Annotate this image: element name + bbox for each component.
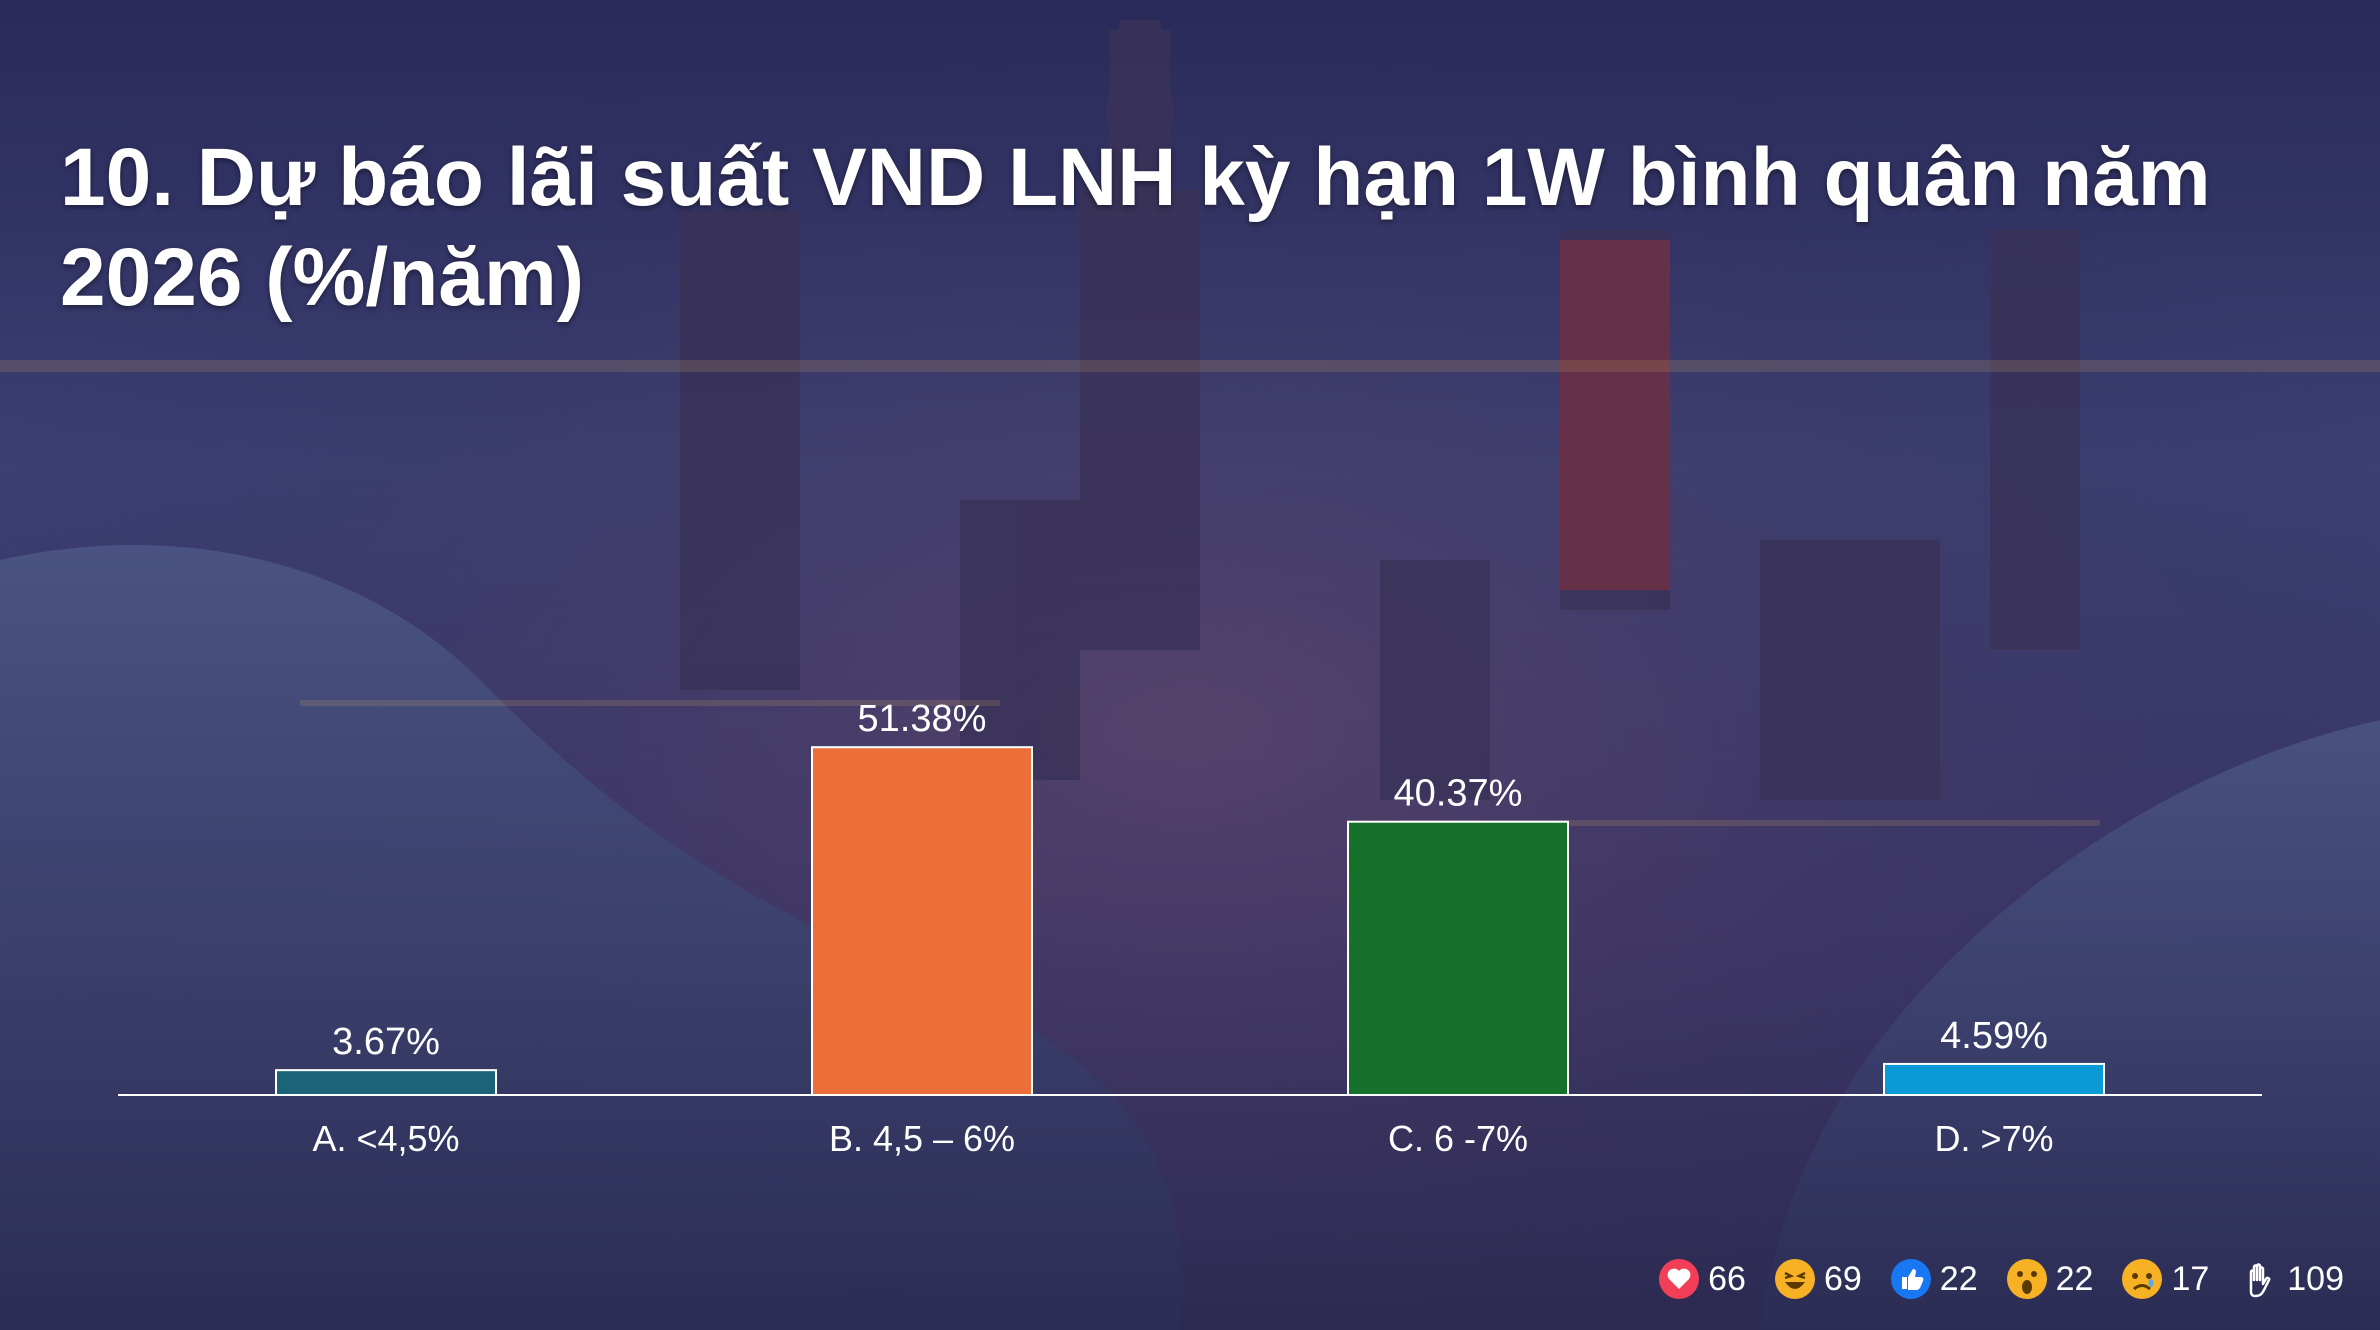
bar-4 <box>1883 1062 2105 1096</box>
reaction-laugh[interactable]: 69 <box>1774 1258 1862 1300</box>
bar-2 <box>811 746 1033 1096</box>
reaction-count: 22 <box>1939 1259 1978 1298</box>
reaction-count: 66 <box>1708 1259 1746 1298</box>
raised-hand-icon <box>2250 1263 2271 1298</box>
laugh-icon <box>1774 1259 1815 1299</box>
reaction-raised-hand[interactable]: 109 <box>2237 1258 2344 1300</box>
reaction-heart[interactable]: 66 <box>1658 1258 1746 1300</box>
category-label-4: D. >7% <box>1934 1118 2053 1159</box>
thumbs-up-icon <box>1890 1259 1931 1299</box>
category-label-3: C. 6 -7% <box>1388 1118 1528 1159</box>
wow-icon <box>2006 1259 2047 1299</box>
reaction-thumbs-up[interactable]: 22 <box>1890 1258 1978 1300</box>
data-label-4: 4.59% <box>1940 1015 2048 1057</box>
reaction-bar: 66 69 22 22 17 109 <box>1630 1258 2344 1300</box>
data-label-3: 40.37% <box>1394 773 1523 815</box>
reaction-count: 22 <box>2055 1259 2094 1298</box>
reaction-count: 17 <box>2171 1259 2210 1298</box>
reaction-sad[interactable]: 17 <box>2121 1258 2209 1300</box>
bar-3 <box>1347 820 1569 1096</box>
sad-icon <box>2122 1259 2163 1299</box>
data-label-2: 51.38% <box>858 698 987 740</box>
page-title: 10. Dự báo lãi suất VND LNH kỳ hạn 1W bì… <box>60 132 2211 323</box>
category-label-1: A. <4,5% <box>312 1118 459 1159</box>
bar-1 <box>275 1069 497 1097</box>
data-label-1: 3.67% <box>332 1021 440 1063</box>
reaction-count: 109 <box>2287 1259 2344 1298</box>
heart-icon <box>1659 1259 1700 1299</box>
reaction-count: 69 <box>1823 1259 1862 1298</box>
reaction-wow[interactable]: 22 <box>2006 1258 2094 1300</box>
category-label-2: B. 4,5 – 6% <box>829 1118 1015 1159</box>
